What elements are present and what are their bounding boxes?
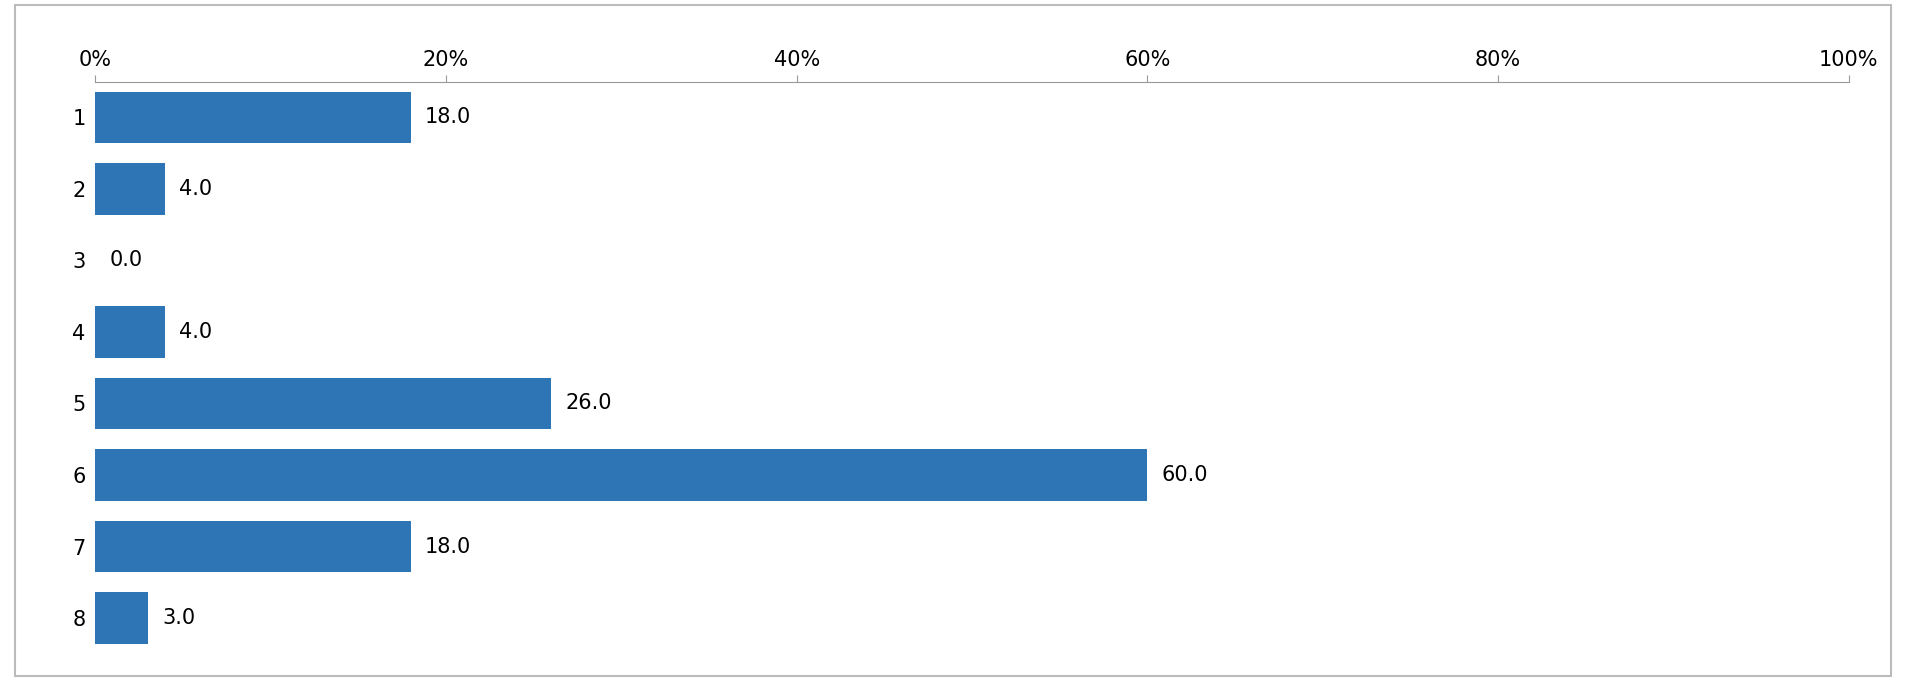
Bar (95, 378, 551, 429)
Text: 18.0: 18.0 (425, 537, 471, 556)
Text: 60.0: 60.0 (1160, 465, 1208, 485)
Text: 18.0: 18.0 (425, 108, 471, 127)
Bar (95, 521, 411, 572)
Text: 4.0: 4.0 (179, 322, 213, 342)
Bar (95, 306, 166, 358)
Text: 26.0: 26.0 (566, 394, 612, 413)
Bar (95, 92, 411, 143)
Text: 4.0: 4.0 (179, 179, 213, 199)
Text: 0.0: 0.0 (109, 251, 143, 270)
Bar (95, 163, 166, 215)
Text: 3.0: 3.0 (162, 608, 194, 628)
Bar (95, 449, 1147, 501)
Bar (95, 592, 149, 644)
